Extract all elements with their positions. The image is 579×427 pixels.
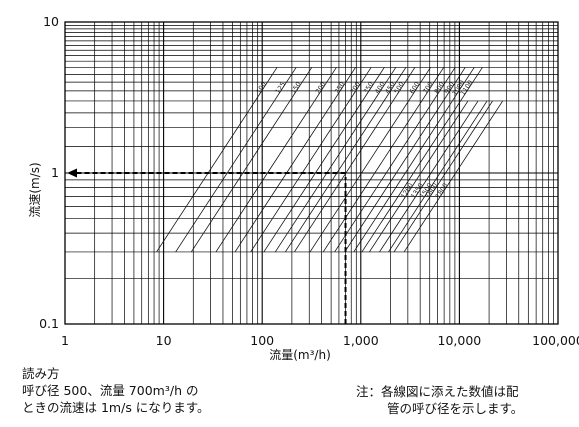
diameter-line-1350 xyxy=(379,100,479,253)
diameter-line-1000 xyxy=(353,67,475,253)
diameter-line-125 xyxy=(175,67,297,253)
diameter-label-150: 150 xyxy=(289,81,302,96)
y-tick-label: 10 xyxy=(43,14,59,29)
diameter-label-125: 125 xyxy=(274,81,287,96)
y-tick-label: 1 xyxy=(51,165,59,180)
diameter-line-500 xyxy=(294,67,416,253)
x-tick-label: 1,000 xyxy=(343,333,379,348)
diameter-line-300 xyxy=(250,67,372,253)
diameter-line-400 xyxy=(274,67,397,253)
diameter-line-800 xyxy=(334,67,456,253)
diameter-label-600: 600 xyxy=(408,81,421,96)
diameter-label-250: 250 xyxy=(333,81,346,96)
diameter-line-450 xyxy=(285,67,407,253)
how-to-read-line-1: 呼び径 500、流量 700m³/h の xyxy=(22,383,199,398)
y-axis-label: 流速(m/s) xyxy=(28,162,42,217)
example-reading-path xyxy=(67,168,347,324)
x-tick-label: 1 xyxy=(61,333,69,348)
x-tick-label: 100,000 xyxy=(532,333,579,348)
x-axis-label: 流量(m³/h) xyxy=(269,348,331,362)
x-tick-label: 100 xyxy=(250,333,274,348)
diameter-label-500: 500 xyxy=(392,81,405,96)
y-tick-label: 0.1 xyxy=(39,316,59,331)
how-to-read-note: 読み方 呼び径 500、流量 700m³/h の ときの流速は 1m/s になり… xyxy=(22,365,210,416)
x-tick-label: 10 xyxy=(156,333,172,348)
diameter-label-300: 300 xyxy=(349,81,362,96)
diameter-label-200: 200 xyxy=(314,81,327,96)
how-to-read-line-2: ときの流速は 1m/s になります。 xyxy=(22,400,210,415)
diameter-line-200 xyxy=(215,67,337,253)
diameter-annotation-note: 注：各線図に添えた数値は配 管の呼び径を示します。 xyxy=(356,383,523,417)
diameter-line-1200 xyxy=(369,100,469,253)
plot-frame xyxy=(64,21,559,325)
example-arrowhead xyxy=(67,168,77,178)
diameter-line-1100 xyxy=(361,67,483,253)
diameter-line-900 xyxy=(344,67,466,253)
diameter-label-700: 700 xyxy=(421,81,434,96)
x-tick-label: 10,000 xyxy=(438,333,482,348)
diameter-line-250 xyxy=(234,67,356,253)
diameter-line-100 xyxy=(156,67,278,253)
diameter-line-1800 xyxy=(403,100,504,253)
diameter-line-350 xyxy=(263,67,385,253)
diameter-line-1500 xyxy=(388,100,488,253)
diameter-line-150 xyxy=(190,67,313,253)
diameter-note-line-1: 注：各線図に添えた数値は配 xyxy=(356,384,519,399)
diameter-note-line-2: 管の呼び径を示します。 xyxy=(387,401,524,416)
diameter-line-700 xyxy=(322,67,445,253)
diameter-label-100: 100 xyxy=(255,81,268,96)
diameter-label-350: 350 xyxy=(362,81,375,96)
diameter-line-600 xyxy=(309,67,431,253)
how-to-read-title: 読み方 xyxy=(22,366,60,381)
diameter-line-1600 xyxy=(393,100,493,253)
